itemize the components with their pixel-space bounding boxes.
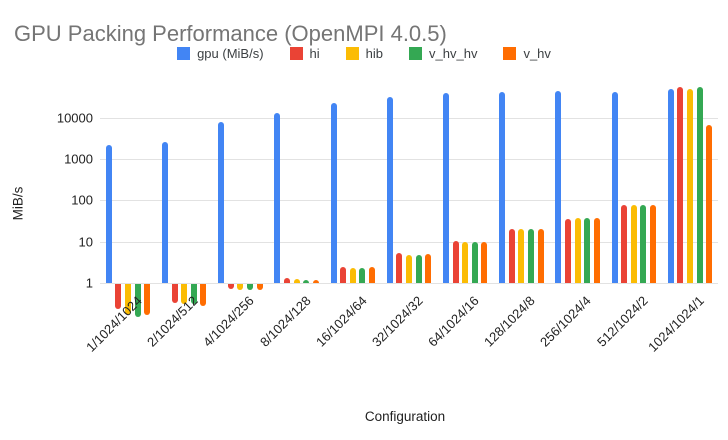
- legend-item-hib: hib: [345, 46, 384, 61]
- legend-label: v_hv: [523, 46, 551, 61]
- bar-v-hv-64-1024-16[interactable]: [481, 241, 488, 283]
- bar-gpu-mib-s--4-1024-256[interactable]: [218, 121, 225, 283]
- bar-hi-1024-1024-1[interactable]: [677, 86, 684, 283]
- x-tick-label: 256/1024/4: [537, 293, 595, 350]
- bar-v-hv-1-1024-1024[interactable]: [144, 284, 151, 315]
- legend-label: hi: [309, 46, 320, 61]
- bar-v-hv-hv-4-1024-256[interactable]: [247, 284, 254, 290]
- legend-label: gpu (MiB/s): [197, 46, 264, 61]
- bar-v-hv-hv-1024-1024-1[interactable]: [696, 86, 703, 283]
- x-tick-label: 1024/1024/1: [644, 293, 707, 355]
- gridline: [100, 200, 718, 202]
- bar-v-hv-256-1024-4[interactable]: [593, 217, 600, 283]
- bar-v-hv-4-1024-256[interactable]: [256, 284, 263, 290]
- y-tick-label: 1000: [64, 151, 93, 167]
- bar-v-hv-16-1024-64[interactable]: [369, 267, 376, 283]
- bar-hib-1-1024-1024[interactable]: [125, 284, 132, 315]
- legend-item-v-hv: v_hv: [503, 46, 551, 61]
- bar-hib-4-1024-256[interactable]: [237, 284, 244, 290]
- x-tick-label: 16/1024/64: [312, 293, 370, 350]
- bar-gpu-mib-s--8-1024-128[interactable]: [274, 113, 281, 283]
- bar-hib-8-1024-128[interactable]: [293, 278, 300, 283]
- x-tick-label: 8/1024/128: [256, 293, 314, 350]
- bar-hib-128-1024-8[interactable]: [518, 229, 525, 283]
- bar-hib-512-1024-2[interactable]: [630, 205, 637, 283]
- bar-v-hv-hv-2-1024-512[interactable]: [190, 284, 197, 304]
- gridline: [100, 158, 718, 160]
- bar-hib-64-1024-16[interactable]: [462, 241, 469, 283]
- bar-hi-4-1024-256[interactable]: [227, 284, 234, 290]
- bar-hib-256-1024-4[interactable]: [574, 217, 581, 283]
- y-axis-title: MiB/s: [10, 186, 26, 221]
- bar-hi-64-1024-16[interactable]: [452, 240, 459, 283]
- y-tick-label: 1: [85, 275, 93, 291]
- legend-item-v-hv-hv: v_hv_hv: [409, 46, 477, 61]
- y-tick-label: 10000: [56, 110, 93, 126]
- legend-swatch-icon: [345, 47, 359, 60]
- x-tick-label: 128/1024/8: [481, 293, 538, 350]
- bar-v-hv-hv-128-1024-8[interactable]: [527, 229, 534, 283]
- x-axis-title: Configuration: [364, 409, 446, 424]
- bar-gpu-mib-s--2-1024-512[interactable]: [162, 142, 169, 283]
- legend-label: v_hv_hv: [429, 46, 478, 61]
- legend-item-gpu-mib-s-: gpu (MiB/s): [177, 46, 264, 61]
- bar-hi-32-1024-32[interactable]: [396, 253, 403, 283]
- gridline: [100, 117, 718, 119]
- bar-hi-1-1024-1024[interactable]: [115, 284, 122, 309]
- bar-gpu-mib-s--512-1024-2[interactable]: [611, 91, 618, 283]
- bar-v-hv-hv-512-1024-2[interactable]: [640, 205, 647, 283]
- x-tick-label: 64/1024/16: [425, 293, 482, 350]
- gridline: [100, 241, 718, 243]
- bar-gpu-mib-s--64-1024-16[interactable]: [442, 92, 449, 283]
- legend-swatch-icon: [409, 47, 423, 60]
- bar-gpu-mib-s--128-1024-8[interactable]: [499, 91, 506, 283]
- bar-v-hv-hv-64-1024-16[interactable]: [471, 241, 478, 283]
- legend-label: hib: [365, 46, 384, 61]
- bar-gpu-mib-s--1-1024-1024[interactable]: [105, 144, 112, 283]
- bar-v-hv-hv-32-1024-32[interactable]: [415, 254, 422, 283]
- bar-v-hv-8-1024-128[interactable]: [312, 279, 319, 283]
- y-tick-label: 10: [78, 234, 93, 250]
- bar-v-hv-1024-1024-1[interactable]: [706, 125, 713, 283]
- bar-v-hv-32-1024-32[interactable]: [425, 254, 432, 283]
- bar-hi-128-1024-8[interactable]: [508, 229, 515, 283]
- bar-hi-16-1024-64[interactable]: [340, 266, 347, 283]
- bar-hib-2-1024-512[interactable]: [181, 284, 188, 304]
- bar-v-hv-128-1024-8[interactable]: [537, 229, 544, 283]
- legend-swatch-icon: [177, 47, 191, 60]
- bar-hi-2-1024-512[interactable]: [171, 284, 178, 303]
- bar-v-hv-512-1024-2[interactable]: [649, 204, 656, 283]
- bar-hi-8-1024-128[interactable]: [284, 278, 291, 283]
- x-tick-label: 4/1024/256: [200, 293, 258, 350]
- bar-gpu-mib-s--16-1024-64[interactable]: [330, 103, 337, 283]
- bar-v-hv-hv-8-1024-128[interactable]: [303, 279, 310, 283]
- bar-v-hv-hv-16-1024-64[interactable]: [359, 268, 366, 283]
- x-tick-label: 32/1024/32: [368, 293, 426, 350]
- chart-legend: gpu (MiB/s) hi hib v_hv_hv v_hv: [0, 46, 728, 61]
- bar-v-hv-hv-256-1024-4[interactable]: [584, 217, 591, 283]
- bar-gpu-mib-s--256-1024-4[interactable]: [555, 90, 562, 283]
- bar-hib-32-1024-32[interactable]: [406, 254, 412, 283]
- bar-hi-512-1024-2[interactable]: [621, 205, 628, 283]
- bar-gpu-mib-s--32-1024-32[interactable]: [386, 96, 393, 283]
- bar-hi-256-1024-4[interactable]: [564, 218, 571, 283]
- bar-gpu-mib-s--1024-1024-1[interactable]: [667, 88, 674, 283]
- chart-title: GPU Packing Performance (OpenMPI 4.0.5): [14, 20, 447, 46]
- x-tick-label: 512/1024/2: [593, 293, 651, 350]
- bar-hib-16-1024-64[interactable]: [349, 268, 356, 283]
- x-tick-label: 1/1024/1024: [82, 293, 145, 355]
- bar-v-hv-2-1024-512[interactable]: [200, 284, 207, 306]
- gridline: [100, 283, 718, 284]
- bar-v-hv-hv-1-1024-1024[interactable]: [134, 284, 141, 317]
- legend-swatch-icon: [289, 47, 303, 60]
- legend-swatch-icon: [503, 47, 517, 60]
- y-tick-label: 100: [71, 192, 93, 208]
- legend-item-hi: hi: [289, 46, 320, 61]
- bar-hib-1024-1024-1[interactable]: [686, 88, 693, 283]
